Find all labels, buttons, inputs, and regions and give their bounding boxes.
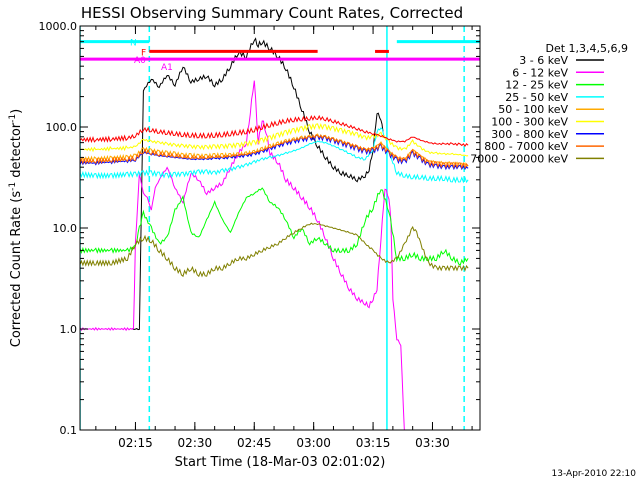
series-line-2	[80, 187, 469, 267]
y-tick-label-3: 100.0	[46, 121, 78, 134]
series-line-7	[80, 134, 469, 170]
x-tick-label-3: 03:00	[296, 436, 331, 450]
y-axis-label-part: Corrected Count Rate (s	[9, 191, 24, 348]
y-axis-label-mid: detector	[9, 122, 24, 182]
legend-label-8: 7000 - 20000 keV	[470, 152, 568, 165]
x-axis: 02:15 02:30 02:45 03:00 03:15 03:30	[95, 26, 473, 450]
flag-label-0: N	[130, 39, 137, 49]
y-tick-label-2: 10.0	[53, 222, 78, 235]
legend-label-2: 12 - 25 keV	[505, 79, 568, 92]
flag-label-3: A1	[161, 63, 173, 73]
x-tick-label-1: 02:30	[178, 436, 213, 450]
x-tick-label-4: 03:15	[356, 436, 391, 450]
y-tick-label-4: 1000.0	[39, 20, 78, 33]
legend-label-4: 50 - 100 keV	[498, 103, 568, 116]
flag-label-1: F	[141, 48, 146, 58]
x-axis-label: Start Time (18-Mar-03 02:01:02)	[175, 455, 386, 470]
y-axis-label: Corrected Count Rate (s-1 detector-1)	[8, 109, 24, 347]
chart-title: HESSI Observing Summary Count Rates, Cor…	[81, 4, 463, 22]
series-line-1	[80, 80, 405, 430]
legend-title: Det 1,3,4,5,6,9	[545, 42, 628, 55]
legend-label-1: 6 - 12 keV	[512, 66, 568, 79]
series-line-8	[80, 222, 469, 278]
legend-label-7: 800 - 7000 keV	[484, 140, 568, 153]
series-line-0	[131, 37, 384, 331]
series-line-3	[80, 127, 469, 184]
series-line-9	[80, 114, 469, 147]
x-tick-label-2: 02:45	[237, 436, 272, 450]
flag-label-2: A0	[134, 56, 146, 66]
legend-label-5: 100 - 300 keV	[491, 116, 568, 129]
x-tick-label-0: 02:15	[118, 436, 153, 450]
y-axis-label-end: )	[9, 109, 24, 114]
x-tick-label-5: 03:30	[415, 436, 450, 450]
y-axis-label-sup: -1	[8, 182, 18, 191]
y-axis: 0.1 1.0 10.0 100.0 1000.0	[39, 20, 480, 437]
y-tick-label-0: 0.1	[60, 424, 78, 437]
plot-inner	[80, 26, 480, 430]
series-line-6	[80, 134, 469, 171]
footer-date: 13-Apr-2010 22:10	[552, 469, 637, 479]
legend-label-6: 300 - 800 keV	[491, 128, 568, 141]
y-axis-label-sup2: -1	[8, 114, 18, 123]
series-line-5	[80, 122, 469, 157]
y-tick-label-1: 1.0	[60, 323, 78, 336]
legend-label-3: 25 - 50 keV	[505, 91, 568, 104]
legend-label-0: 3 - 6 keV	[519, 54, 568, 67]
